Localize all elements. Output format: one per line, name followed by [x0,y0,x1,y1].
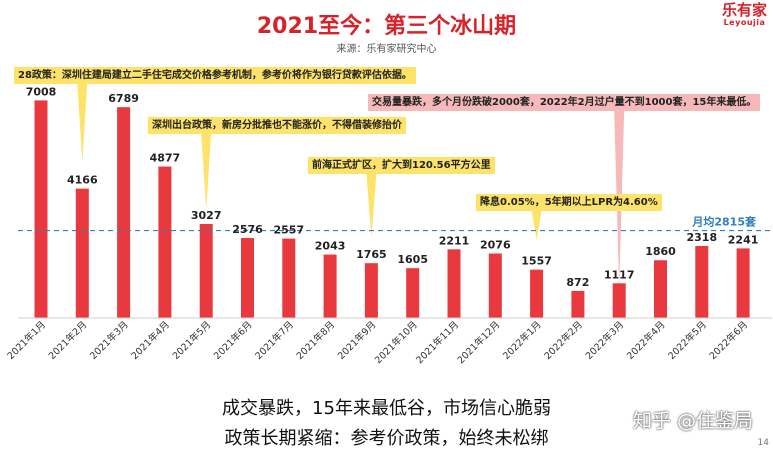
annotation-pointer [77,83,88,162]
x-tick-label: 2021年2月 [46,319,89,362]
bar [571,290,585,318]
x-tick-label: 2022年3月 [583,319,626,362]
annotation-callout: 交易量暴跌，多个月份跌破2000套，2022年2月过户量不到1000套，15年来… [368,94,761,111]
bar-value-label: 7008 [26,85,57,98]
bar [117,107,131,318]
bar-value-label: 2241 [728,233,759,246]
bar-value-label: 4877 [150,152,181,165]
x-tick-label: 2021年11月 [414,319,462,367]
bar-value-label: 1117 [604,268,635,281]
bar-value-label: 3027 [191,209,222,222]
annotation-pointer [201,133,212,210]
bar [241,238,254,318]
x-tick-label: 2022年6月 [707,319,750,362]
bar-value-label: 2076 [480,239,511,252]
bar-value-label: 1860 [645,245,676,258]
x-tick-label: 2021年1月 [5,319,48,362]
x-tick-label: 2021年6月 [211,319,254,362]
x-tick-label: 2022年5月 [666,319,709,362]
x-tick-label: 2021年4月 [129,319,172,362]
brand-logo: 乐有家 Leyoujia [722,2,767,27]
x-tick-label: 2021年8月 [294,319,337,362]
annotation-callout: 28政策：深圳住建局建立二手住宅成交价格参考机制，参考价将作为银行贷款评估依据。 [14,67,416,84]
bar [75,188,89,318]
bar-value-label: 1557 [521,255,552,268]
bar [447,249,461,318]
x-tick-label: 2022年4月 [624,319,667,362]
x-tick-label: 2021年10月 [372,319,420,367]
bar [530,269,544,318]
bar-value-label: 4166 [67,174,98,187]
bar-value-label: 1605 [397,253,428,266]
bar [695,246,709,318]
x-tick-label: 2021年5月 [170,319,213,362]
x-tick-label: 2022年2月 [542,319,585,362]
bar [158,166,172,318]
bar-value-label: 2557 [273,224,304,237]
bar [736,248,750,318]
bar [323,254,337,318]
logo-subtext: Leyoujia [723,18,766,27]
annotation-pointer [531,210,542,240]
bar [612,283,626,318]
watermark: 知乎 @住鉴局 [632,410,753,432]
bar [488,253,502,318]
x-tick-label: 2021年12月 [455,319,503,367]
bar [199,224,213,318]
caption-line-1: 成交暴跌，15年来最低谷，市场信心脆弱 [222,398,551,419]
annotation-callout: 降息0.05%，5年期以上LPR为4.60% [476,194,662,211]
x-tick-label: 2021年9月 [335,319,378,362]
annotation-callout: 深圳出台政策，新房分批推也不能涨价，不得借装修抬价 [148,117,406,134]
logo-text: 乐有家 [721,1,767,19]
x-tick-label: 2021年3月 [87,319,130,362]
bar [406,268,420,318]
bar [34,100,48,319]
bar-value-label: 2576 [232,223,263,236]
bar-value-label: 1765 [356,248,387,261]
bar [654,260,667,318]
x-tick-label: 2021年7月 [253,319,296,362]
annotation-pointer [366,173,377,238]
page-number: 14 [757,438,769,448]
chart-source: 来源：乐有家研究中心 [336,44,437,55]
bar-value-label: 6789 [108,92,139,105]
bar-value-label: 2318 [686,231,717,244]
bar-value-label: 872 [566,276,589,289]
x-tick-label: 2022年1月 [500,319,543,362]
bar-value-label: 2043 [315,240,346,253]
average-reference-label: 月均2815套 [691,215,757,229]
annotation-callout: 前海正式扩区，扩大到120.56平方公里 [308,157,495,174]
bar [364,263,378,318]
bar-value-label: 2211 [439,234,470,247]
bar [282,238,296,318]
chart-title: 2021至今：第三个冰山期 [256,14,517,39]
caption-line-2: 政策长期紧缩：参考价政策，始终未松绑 [224,428,549,449]
